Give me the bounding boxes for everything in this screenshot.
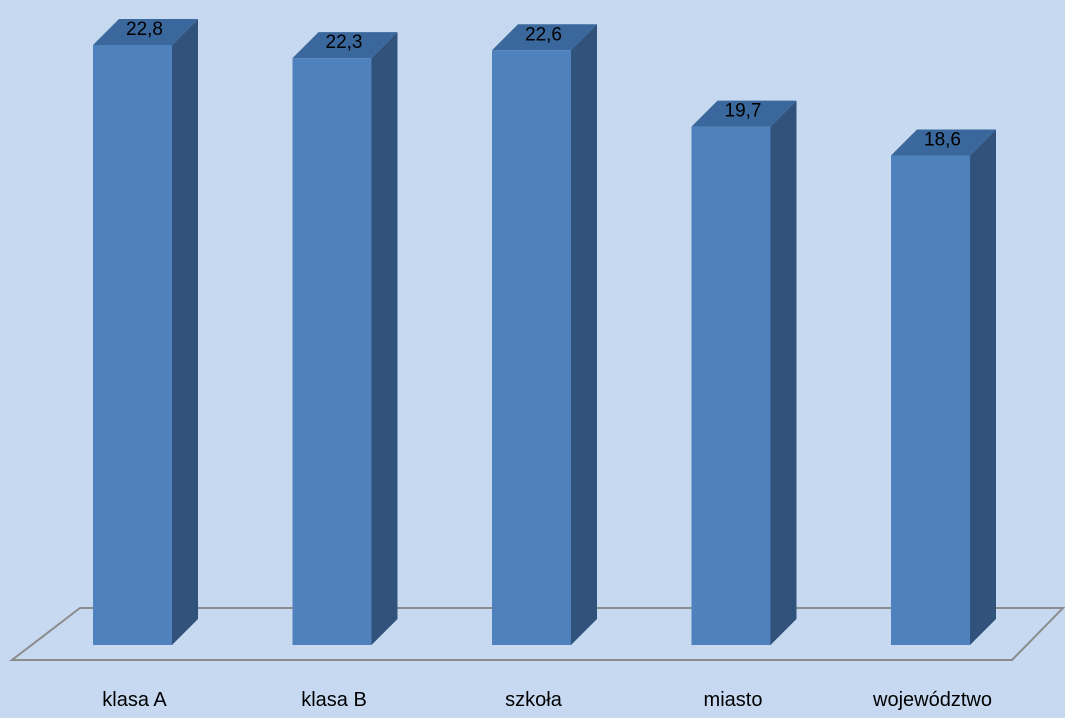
bar — [691, 100, 797, 645]
bar-top — [492, 24, 597, 51]
bar-value-label: 19,7 — [725, 101, 762, 122]
bar-front — [891, 155, 970, 646]
bar-front — [691, 126, 771, 645]
category-label: szkoła — [505, 689, 563, 711]
bar-side — [970, 129, 996, 646]
bar — [891, 129, 996, 646]
category-labels-group: klasa A klasa B szkoła miasto województwo — [102, 689, 992, 711]
bar — [93, 19, 198, 645]
bar-front — [292, 58, 372, 645]
bar-top — [891, 129, 996, 156]
bar-top — [691, 100, 797, 127]
bar-side — [571, 24, 597, 645]
category-label: województwo — [872, 689, 992, 711]
bar-top — [292, 32, 398, 59]
category-label: klasa A — [102, 689, 167, 711]
bars-group — [93, 19, 996, 646]
value-labels-group: 22,8 22,3 22,6 19,7 18,6 — [126, 19, 961, 151]
bar-value-label: 22,8 — [126, 19, 163, 40]
bar-side — [371, 32, 398, 645]
bar-value-label: 22,6 — [525, 24, 562, 45]
bar-value-label: 18,6 — [924, 130, 961, 151]
bar-front — [492, 50, 571, 645]
bar-side — [770, 100, 797, 645]
category-label: klasa B — [301, 689, 367, 711]
bar-top — [93, 19, 198, 45]
bar — [292, 32, 398, 645]
bar — [492, 24, 597, 645]
bar-side — [172, 19, 198, 645]
bar-value-label: 22,3 — [326, 32, 363, 53]
category-label: miasto — [704, 689, 763, 711]
bar-front — [93, 45, 172, 645]
